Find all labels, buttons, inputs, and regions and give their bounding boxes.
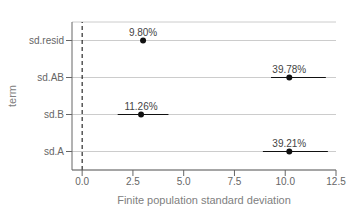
svg-text:12.5: 12.5 (326, 176, 346, 187)
svg-text:39.21%: 39.21% (272, 138, 306, 149)
svg-text:9.80%: 9.80% (129, 27, 157, 38)
svg-text:7.5: 7.5 (228, 176, 242, 187)
svg-text:10.0: 10.0 (275, 176, 295, 187)
svg-text:term: term (8, 85, 18, 107)
svg-text:Finite population standard dev: Finite population standard deviation (117, 194, 291, 206)
svg-text:2.5: 2.5 (126, 176, 140, 187)
svg-text:39.78%: 39.78% (272, 64, 306, 75)
svg-text:sd.resid: sd.resid (29, 35, 64, 46)
svg-text:sd.A: sd.A (44, 146, 64, 157)
svg-text:sd.B: sd.B (44, 109, 64, 120)
svg-text:sd.AB: sd.AB (37, 72, 64, 83)
svg-text:11.26%: 11.26% (124, 101, 157, 112)
svg-text:5.0: 5.0 (177, 176, 191, 187)
svg-text:0.0: 0.0 (75, 176, 89, 187)
